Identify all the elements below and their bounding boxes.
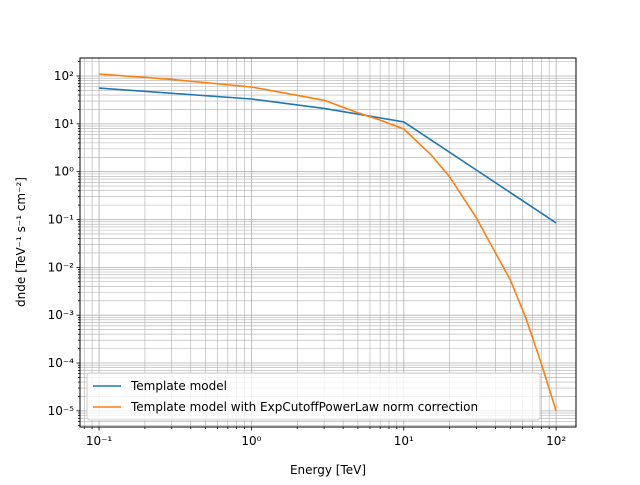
x-tick-label: 10¹ (394, 434, 414, 448)
legend-label-0: Template model (130, 379, 227, 393)
y-tick-label: 10⁻³ (48, 308, 75, 322)
x-axis-label: Energy [TeV] (290, 463, 366, 477)
y-tick-label: 10⁻⁵ (48, 404, 75, 418)
series-line-1 (98, 73, 557, 412)
series-lines (98, 73, 557, 412)
y-tick-label: 10⁻⁴ (48, 356, 75, 370)
x-tick-label: 10² (546, 434, 566, 448)
y-axis-label: dnde [TeV⁻¹ s⁻¹ cm⁻²] (14, 177, 28, 307)
axes-frame (79, 57, 577, 428)
series-line-0 (98, 87, 557, 224)
y-tick-label: 10⁻² (48, 260, 75, 274)
legend-label-1: Template model with ExpCutoffPowerLaw no… (130, 400, 478, 414)
ticks: 10⁻¹ 10⁰ 10¹ 10² 10⁻⁵ 10⁻⁴ 10⁻³ 10⁻² 10⁻¹ 10⁰ 10¹ 1… (48, 61, 566, 448)
legend-box (86, 372, 541, 421)
x-tick-label: 10⁰ (241, 434, 261, 448)
y-tick-label: 10¹ (54, 117, 74, 131)
grid (80, 58, 576, 427)
legend: Template model Template model with ExpCu… (86, 372, 541, 421)
y-tick-label: 10⁻¹ (48, 213, 75, 227)
x-tick-label: 10⁻¹ (86, 434, 113, 448)
y-tick-label: 10⁰ (54, 165, 74, 179)
y-tick-label: 10² (54, 69, 74, 83)
